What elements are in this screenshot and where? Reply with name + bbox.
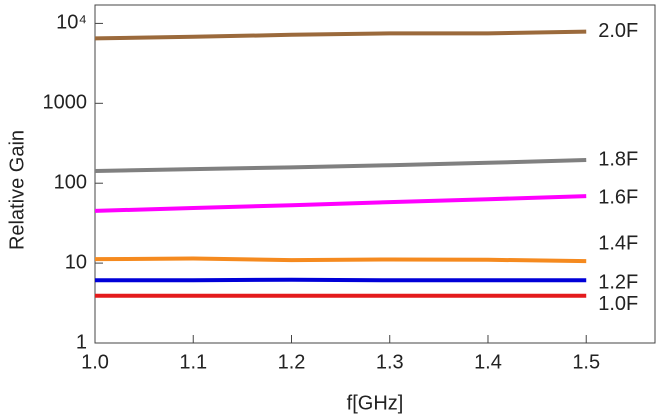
y-tick-label: 1 (76, 331, 87, 353)
series-label: 1.4F (598, 232, 638, 254)
series-label: 2.0F (598, 20, 638, 42)
series-line (95, 277, 587, 283)
x-tick-label: 1.2 (278, 351, 306, 373)
x-tick-label: 1.5 (572, 351, 600, 373)
series-line (94, 158, 587, 174)
y-tick-label: 1000 (43, 92, 88, 114)
series-label: 1.0F (598, 293, 638, 315)
x-tick-label: 1.1 (179, 351, 207, 373)
y-tick-label: 10 (65, 251, 87, 273)
series-line (94, 194, 587, 213)
x-tick-label: 1.0 (81, 351, 109, 373)
series-line (94, 256, 587, 264)
series-label: 1.2F (598, 272, 638, 294)
x-axis-label: f[GHz] (347, 392, 404, 414)
series-line (94, 29, 587, 41)
y-tick-label: 100 (54, 171, 87, 193)
x-tick-label: 1.4 (474, 351, 502, 373)
y-tick-label: 10⁴ (56, 12, 87, 34)
series-label: 1.6F (598, 186, 638, 208)
y-axis-label: Relative Gain (6, 130, 28, 250)
series-label: 1.8F (598, 148, 638, 170)
x-tick-label: 1.3 (376, 351, 404, 373)
plot-frame (94, 4, 656, 344)
